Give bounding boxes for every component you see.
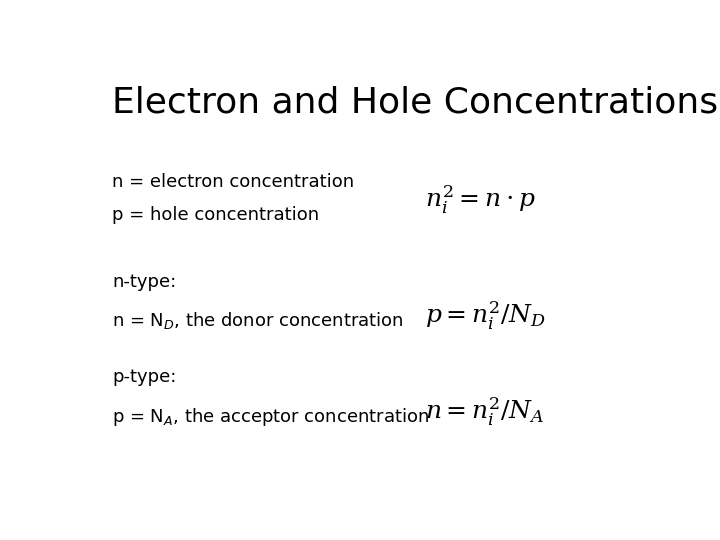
Text: Electron and Hole Concentrations: Electron and Hole Concentrations (112, 85, 719, 119)
Text: n = electron concentration: n = electron concentration (112, 173, 354, 191)
Text: p-type:: p-type: (112, 368, 176, 386)
Text: n-type:: n-type: (112, 273, 176, 291)
Text: p = N$_A$, the acceptor concentration: p = N$_A$, the acceptor concentration (112, 406, 429, 428)
Text: $n_i^2 = n \cdot p$: $n_i^2 = n \cdot p$ (425, 183, 536, 215)
Text: n = N$_D$, the donor concentration: n = N$_D$, the donor concentration (112, 310, 404, 331)
Text: $n = n_i^2 / N_A$: $n = n_i^2 / N_A$ (425, 395, 544, 428)
Text: p = hole concentration: p = hole concentration (112, 206, 320, 224)
Text: $p = n_i^2 / N_D$: $p = n_i^2 / N_D$ (425, 300, 546, 332)
